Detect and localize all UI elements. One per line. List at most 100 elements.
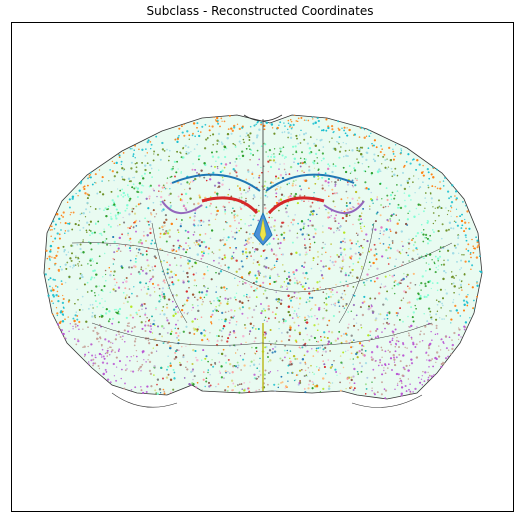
cell-point (164, 188, 167, 190)
cell-point (292, 180, 295, 183)
cell-point (173, 273, 176, 275)
cell-point (317, 119, 320, 123)
cell-point (104, 338, 107, 341)
cell-point (318, 126, 320, 128)
cell-point (412, 181, 414, 184)
cell-point (427, 171, 430, 174)
cell-point (397, 283, 400, 286)
cell-point (70, 244, 73, 247)
cell-point (408, 325, 410, 328)
cell-point (286, 277, 288, 280)
cell-point (296, 137, 298, 140)
cell-point (74, 323, 77, 326)
cell-point (241, 306, 244, 309)
cell-point (380, 203, 383, 207)
cell-point (170, 330, 173, 333)
cell-point (332, 293, 334, 296)
cell-point (410, 199, 412, 201)
cell-point (288, 182, 290, 185)
cell-point (80, 273, 83, 277)
cell-point (218, 361, 221, 363)
cell-point (181, 346, 183, 348)
cell-point (322, 291, 325, 293)
cell-point (242, 358, 245, 361)
cell-point (151, 239, 154, 242)
cell-point (289, 283, 291, 285)
cell-point (198, 194, 201, 197)
cell-point (288, 335, 292, 338)
cell-point (51, 256, 53, 258)
cell-point (296, 202, 299, 205)
cell-point (338, 128, 341, 131)
cell-point (289, 195, 292, 198)
cell-point (448, 197, 451, 200)
cell-point (338, 156, 341, 159)
cell-point (434, 207, 436, 209)
cell-point (216, 343, 218, 346)
cell-point (80, 182, 82, 185)
cell-point (135, 254, 138, 257)
cell-point (172, 293, 175, 296)
cell-point (340, 251, 343, 255)
cell-point (127, 177, 131, 180)
cell-point (359, 306, 362, 309)
cell-point (79, 229, 81, 232)
cell-point (120, 163, 123, 166)
cell-point (461, 224, 464, 227)
cell-point (232, 382, 235, 385)
cell-point (404, 291, 407, 294)
cell-point (361, 365, 363, 368)
cell-point (145, 282, 148, 285)
cell-point (315, 385, 319, 388)
cell-point (433, 262, 436, 264)
cell-point (447, 349, 450, 351)
cell-point (153, 153, 155, 155)
cell-point (227, 298, 229, 300)
cell-point (240, 343, 242, 345)
cell-point (151, 176, 153, 178)
cell-point (264, 336, 267, 339)
cell-point (183, 303, 186, 306)
cell-point (307, 298, 309, 301)
cell-point (408, 287, 411, 290)
cell-point (94, 316, 96, 319)
cell-point (152, 209, 155, 212)
cell-point (68, 206, 71, 209)
cell-point (273, 132, 276, 135)
cell-point (154, 291, 156, 293)
cell-point (390, 368, 394, 372)
cell-point (317, 308, 321, 311)
cell-point (428, 359, 431, 362)
cell-point (179, 332, 181, 334)
cell-point (194, 261, 197, 264)
cell-point (344, 241, 346, 244)
cell-point (455, 274, 457, 277)
cell-point (252, 154, 254, 156)
cell-point (279, 357, 282, 360)
cell-point (233, 364, 236, 367)
cell-point (408, 332, 410, 334)
cell-point (149, 294, 152, 297)
cell-point (160, 293, 163, 296)
cell-point (242, 125, 244, 128)
cell-point (132, 370, 135, 373)
cell-point (310, 315, 313, 318)
cell-point (94, 356, 96, 358)
cell-point (89, 304, 92, 306)
cell-point (308, 300, 311, 303)
cell-point (280, 253, 283, 256)
cell-point (67, 300, 70, 303)
cell-point (79, 243, 82, 246)
cell-point (394, 388, 396, 390)
cell-point (53, 257, 56, 259)
cell-point (303, 261, 306, 264)
cell-point (304, 244, 306, 246)
cell-point (50, 300, 53, 302)
cell-point (111, 170, 114, 173)
cell-point (89, 259, 92, 262)
cell-point (168, 159, 170, 162)
cell-point (179, 361, 181, 364)
cell-point (435, 313, 438, 316)
cell-point (72, 328, 74, 330)
cell-point (290, 221, 293, 224)
